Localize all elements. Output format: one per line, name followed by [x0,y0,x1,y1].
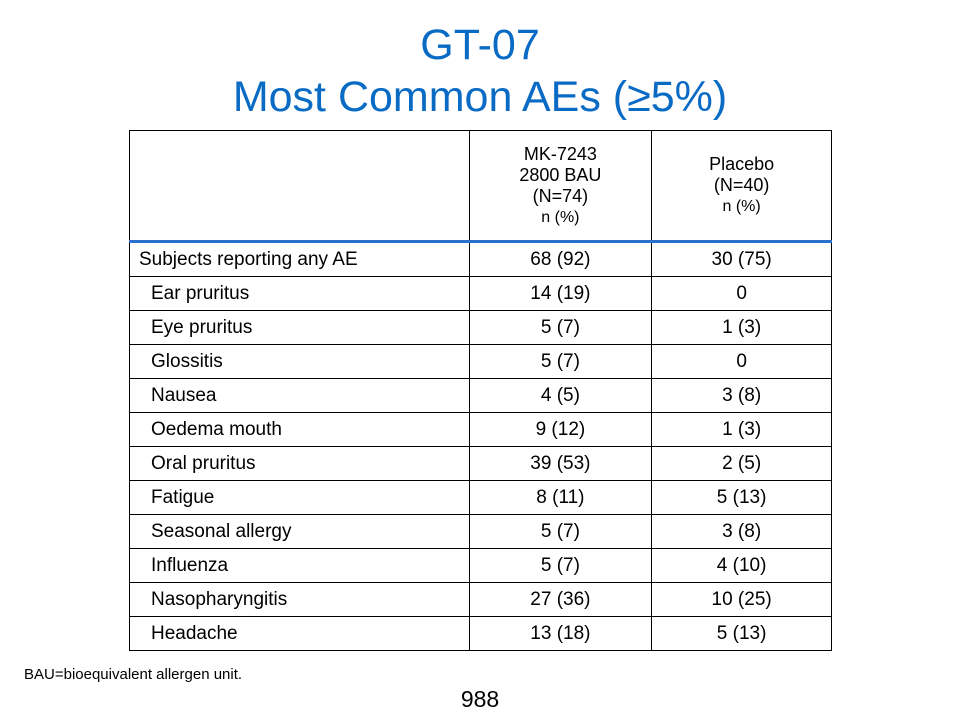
mk7243-value: 5 (7) [468,344,653,379]
row-label: Nasopharyngitis [129,582,470,617]
header-placebo-line: (N=40) [713,175,770,195]
placebo-value: 1 (3) [651,412,832,447]
header-empty-cell [129,130,470,243]
row-label: Fatigue [129,480,470,515]
row-label: Oral pruritus [129,446,470,481]
table-row: Fatigue 8 (11) 5 (13) [129,480,832,515]
row-label: Nausea [129,378,470,413]
table-row: Nausea 4 (5) 3 (8) [129,378,832,413]
slide-title-line1: GT-07 [420,21,540,69]
mk7243-value: 13 (18) [468,616,653,651]
header-placebo: Placebo (N=40) n (%) [651,130,832,243]
mk7243-value: 4 (5) [468,378,653,413]
placebo-value: 3 (8) [651,514,832,549]
placebo-value: 0 [651,344,832,379]
mk7243-value: 5 (7) [468,548,653,583]
placebo-value: 30 (75) [651,241,832,277]
mk7243-value: 14 (19) [468,276,653,311]
mk7243-value: 8 (11) [468,480,653,515]
header-mk7243: MK-7243 2800 BAU (N=74) n (%) [468,130,653,243]
header-mk7243-line: (N=74) [532,185,589,206]
row-label: Influenza [129,548,470,583]
row-label: Subjects reporting any AE [129,241,470,277]
placebo-value: 1 (3) [651,310,832,345]
mk7243-value: 5 (7) [468,514,653,549]
mk7243-value: 68 (92) [468,241,653,277]
table-row: Glossitis 5 (7) 0 [129,344,832,379]
row-label: Glossitis [129,344,470,379]
header-mk7243-line: n (%) [541,208,580,226]
row-label: Ear pruritus [129,276,470,311]
row-label: Headache [129,616,470,651]
row-label: Seasonal allergy [129,514,470,549]
table-row: Nasopharyngitis 27 (36) 10 (25) [129,582,832,617]
header-placebo-line: n (%) [722,198,761,215]
header-mk7243-line: MK-7243 [523,143,597,164]
placebo-value: 10 (25) [651,582,832,617]
slide-title-line2: Most Common AEs (≥5%) [232,73,728,121]
row-label: Eye pruritus [129,310,470,345]
header-mk7243-line: 2800 BAU [519,164,602,185]
row-label: Oedema mouth [129,412,470,447]
table-row: Seasonal allergy 5 (7) 3 (8) [129,514,832,549]
mk7243-value: 27 (36) [468,582,653,617]
footnote: BAU=bioequivalent allergen unit. [24,666,243,683]
placebo-value: 0 [651,276,832,311]
table-row: Headache 13 (18) 5 (13) [129,616,832,651]
page-number: 988 [460,686,500,712]
table-row: Subjects reporting any AE 68 (92) 30 (75) [129,241,832,277]
table-row: Influenza 5 (7) 4 (10) [129,548,832,583]
table-row: Oral pruritus 39 (53) 2 (5) [129,446,832,481]
mk7243-value: 39 (53) [468,446,653,481]
table-row: Eye pruritus 5 (7) 1 (3) [129,310,832,345]
header-placebo-line: Placebo [709,154,775,174]
table-row: Oedema mouth 9 (12) 1 (3) [129,412,832,447]
placebo-value: 4 (10) [651,548,832,583]
mk7243-value: 9 (12) [468,412,653,447]
adverse-events-table: MK-7243 2800 BAU (N=74) n (%) Placebo (N… [129,130,832,651]
mk7243-value: 5 (7) [468,310,653,345]
placebo-value: 3 (8) [651,378,832,413]
table-row: Ear pruritus 14 (19) 0 [129,276,832,311]
placebo-value: 5 (13) [651,616,832,651]
table-header-row: MK-7243 2800 BAU (N=74) n (%) Placebo (N… [129,130,832,243]
placebo-value: 2 (5) [651,446,832,481]
placebo-value: 5 (13) [651,480,832,515]
